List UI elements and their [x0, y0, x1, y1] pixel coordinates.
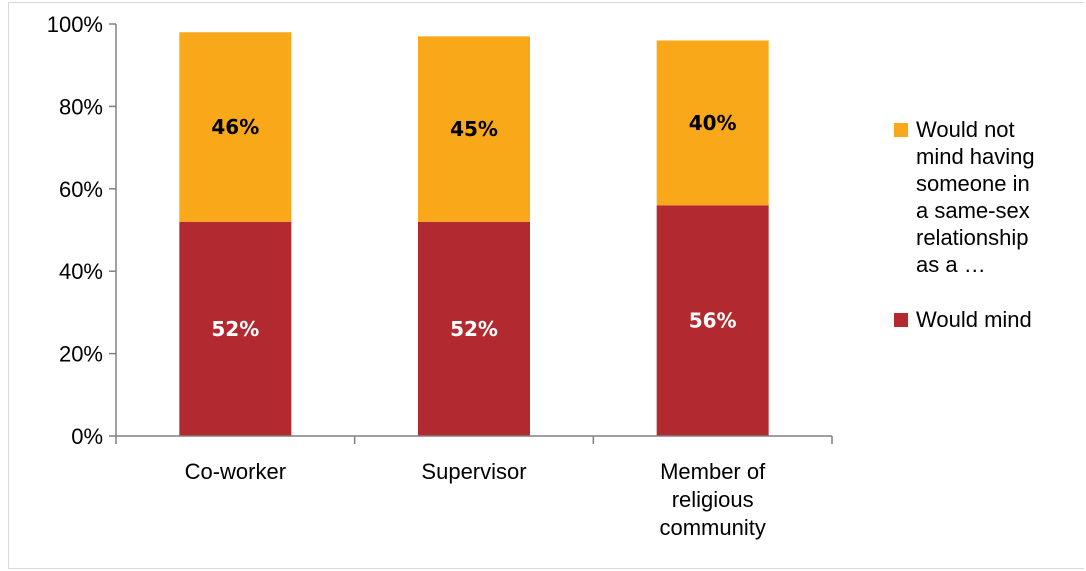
legend-swatch-would-not-mind	[894, 123, 908, 137]
bar-segment	[656, 40, 769, 206]
data-label: 56%	[689, 309, 737, 333]
y-tick-label: 80%	[59, 94, 103, 119]
bar-segment	[179, 221, 292, 436]
bar-segment	[418, 36, 530, 222]
data-label: 45%	[450, 117, 498, 141]
chart-legend: Would not mind having someone in a same-…	[894, 116, 1074, 361]
legend-item-would-not-mind: Would not mind having someone in a same-…	[894, 116, 1074, 278]
x-category-label: Member of religious community	[659, 459, 766, 540]
x-category-label-line: Co-worker	[185, 459, 286, 484]
x-category-label: Supervisor	[421, 459, 526, 484]
y-tick-label: 20%	[59, 342, 103, 367]
x-category-label: Co-worker	[185, 459, 286, 484]
x-category-label-line: Member of	[660, 459, 766, 484]
data-label: 52%	[450, 317, 498, 341]
chart-frame	[8, 2, 1084, 569]
bar-segment	[179, 32, 292, 222]
data-label: 46%	[211, 115, 259, 139]
data-label: 52%	[211, 317, 259, 341]
bar-segment	[418, 221, 530, 436]
x-category-label-line: Supervisor	[421, 459, 526, 484]
y-tick-label: 40%	[59, 259, 103, 284]
legend-swatch-would-mind	[894, 313, 908, 327]
legend-label-would-mind: Would mind	[916, 307, 1032, 332]
data-label: 40%	[689, 111, 737, 135]
legend-label-would-not-mind: Would not mind having someone in a same-…	[916, 117, 1035, 277]
y-tick-label: 100%	[47, 12, 103, 37]
x-category-label-line: religious	[672, 487, 754, 512]
y-tick-label: 0%	[71, 424, 103, 449]
legend-item-would-mind: Would mind	[894, 306, 1074, 333]
x-category-label-line: community	[659, 515, 765, 540]
bar-segment	[656, 205, 769, 436]
y-tick-label: 60%	[59, 177, 103, 202]
